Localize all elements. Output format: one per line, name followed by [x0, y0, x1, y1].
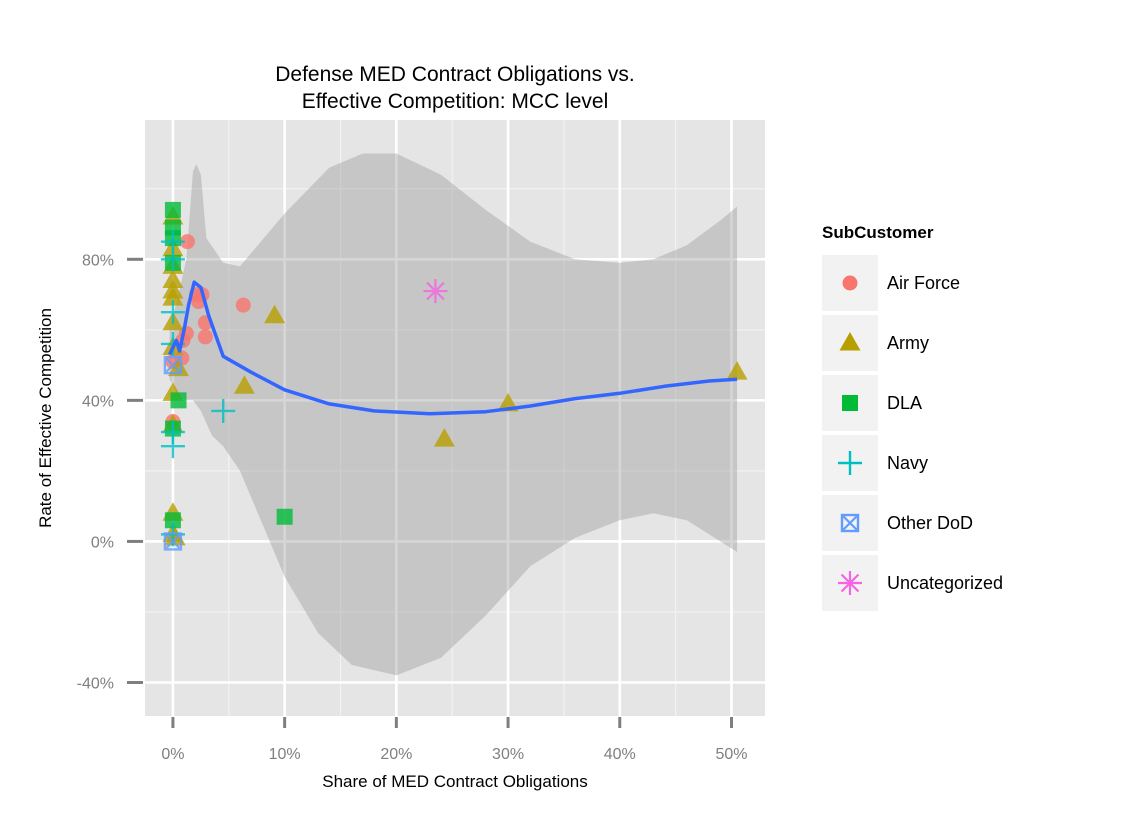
legend-label: Air Force: [887, 273, 960, 293]
legend-title: SubCustomer: [822, 223, 934, 242]
legend-label: Uncategorized: [887, 573, 1003, 593]
plot-panel: [145, 120, 765, 716]
x-tick-label: 10%: [269, 746, 301, 763]
point-army: [264, 304, 286, 324]
legend-key-uncategorized: [838, 571, 862, 595]
point-other-dod: [163, 355, 183, 375]
point-army: [168, 357, 190, 377]
point-navy: [160, 300, 185, 325]
point-navy: [160, 247, 185, 272]
smooth-trend-line: [168, 280, 738, 416]
x-tick-label: 40%: [604, 746, 636, 763]
minor-gridlines: [145, 120, 765, 716]
legend-label: Other DoD: [887, 513, 973, 533]
y-tick-label: 80%: [82, 252, 114, 269]
y-tick-label: 0%: [91, 534, 114, 551]
point-dla: [164, 512, 181, 529]
chart-title-line-1: Defense MED Contract Obligations vs.: [275, 63, 634, 86]
legend-item-dla: DLA: [822, 375, 922, 431]
legend-item-other-dod: Other DoD: [822, 495, 973, 551]
point-army: [433, 428, 455, 447]
x-tick-label: 20%: [380, 746, 412, 763]
point-army: [233, 375, 255, 394]
chart-title-line-2: Effective Competition: MCC level: [302, 90, 609, 113]
legend-label: Navy: [887, 453, 928, 473]
point-dla: [276, 508, 293, 525]
point-dla: [164, 201, 181, 218]
x-tick-label: 50%: [715, 746, 747, 763]
x-tick-label: 0%: [161, 746, 184, 763]
legend: SubCustomer Air Force Army DLA Navy Other Do…: [822, 223, 1003, 611]
legend-key-dla: [842, 395, 858, 411]
axis-ticks-layer: 0% 10% 20% 30% 40% 50% -40% 0% 40% 80%: [77, 252, 748, 763]
legend-item-uncategorized: Uncategorized: [822, 555, 1003, 611]
point-army: [162, 269, 184, 288]
y-tick-label: 40%: [82, 393, 114, 410]
legend-item-navy: Navy: [822, 435, 928, 491]
legend-key-air-force: [842, 275, 858, 291]
point-air-force: [197, 329, 213, 345]
y-axis-title: Rate of Effective Competition: [36, 308, 55, 528]
point-air-force: [179, 234, 195, 250]
x-tick-label: 30%: [492, 746, 524, 763]
point-air-force: [235, 297, 251, 313]
legend-item-air-force: Air Force: [822, 255, 960, 311]
y-tick-label: -40%: [77, 675, 114, 692]
x-axis-title: Share of MED Contract Obligations: [322, 772, 588, 791]
point-dla: [170, 392, 187, 409]
legend-key-navy: [838, 451, 862, 475]
point-army: [726, 361, 748, 380]
point-other-dod: [163, 532, 183, 551]
point-army: [162, 287, 184, 306]
point-navy: [160, 434, 185, 459]
legend-label: Army: [887, 333, 929, 353]
point-uncategorized: [423, 279, 448, 304]
legend-key-army: [839, 332, 861, 351]
point-navy: [211, 398, 236, 423]
chart-title: Defense MED Contract Obligations vs. Eff…: [275, 63, 634, 113]
smooth-line-layer: [168, 280, 738, 416]
legend-label: DLA: [887, 393, 922, 413]
legend-item-army: Army: [822, 315, 929, 371]
legend-key-other-dod: [840, 513, 860, 533]
